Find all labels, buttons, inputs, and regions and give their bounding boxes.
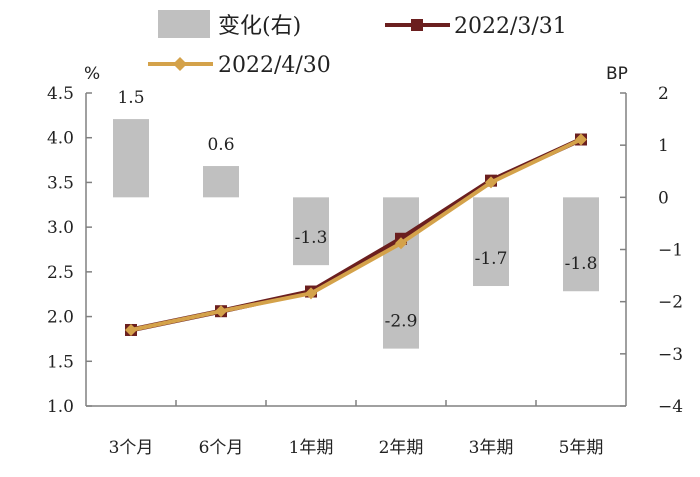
- left-tick-label: 3.0: [47, 218, 74, 238]
- left-tick-label: 3.5: [47, 173, 74, 193]
- bar-data-label: 0.6: [207, 135, 234, 155]
- legend-label-2022-3-31: 2022/3/31: [454, 14, 567, 39]
- point-2022-4-30: [485, 176, 497, 189]
- right-axis-ticks: 2 1 0 −1 −2 −3 −4: [620, 84, 683, 417]
- point-2022-4-30: [305, 287, 317, 300]
- bar-data-label: -1.7: [475, 249, 508, 269]
- left-tick-label: 1.5: [47, 352, 74, 372]
- left-axis-ticks: 1.0 1.5 2.0 2.5 3.0 3.5 4.0 4.5: [47, 84, 92, 417]
- left-tick-label: 4.0: [47, 129, 74, 149]
- right-tick-label: 1: [658, 136, 669, 156]
- category-label: 2年期: [379, 438, 424, 458]
- point-2022-4-30: [125, 323, 137, 336]
- legend-swatch-bar-change: [158, 10, 210, 38]
- point-2022-4-30: [215, 305, 227, 318]
- legend-marker-2022-3-31: [411, 19, 423, 31]
- bar-change-6: [563, 197, 599, 292]
- left-axis-unit: %: [84, 64, 100, 84]
- bar-change-1: [113, 119, 149, 198]
- right-tick-label: 2: [658, 84, 669, 104]
- category-label: 3年期: [469, 438, 514, 458]
- bar-change-2: [203, 166, 239, 198]
- category-label: 1年期: [289, 438, 334, 458]
- legend-marker-2022-4-30: [173, 57, 187, 71]
- point-2022-4-30: [395, 237, 407, 250]
- right-tick-label: −2: [658, 293, 683, 313]
- bar-data-label: -1.3: [295, 228, 328, 248]
- bar-data-label: -1.8: [565, 254, 598, 274]
- category-label: 6个月: [199, 438, 244, 458]
- bar-change-5: [473, 197, 509, 287]
- bar-data-label: 1.5: [117, 88, 144, 108]
- legend: 变化(右) 2022/3/31 2022/4/30: [148, 10, 567, 78]
- point-2022-4-30: [575, 133, 587, 146]
- left-tick-label: 2.5: [47, 263, 74, 283]
- right-tick-label: −4: [658, 397, 683, 417]
- right-tick-label: −3: [658, 345, 683, 365]
- x-axis-ticks: [175, 400, 537, 406]
- line-series: [125, 133, 587, 336]
- line-series-2: [130, 137, 582, 332]
- bar-data-labels: 1.5 0.6 -1.3 -2.9 -1.7 -1.8: [117, 88, 597, 332]
- bar-data-label: -2.9: [385, 312, 418, 332]
- category-labels: 3个月 6个月 1年期 2年期 3年期 5年期: [109, 438, 604, 458]
- left-tick-label: 1.0: [47, 397, 74, 417]
- right-axis-unit: BP: [606, 64, 628, 84]
- bar-change-3: [293, 197, 329, 266]
- left-tick-label: 2.0: [47, 308, 74, 328]
- left-tick-label: 4.5: [47, 84, 74, 104]
- bar-series: [113, 119, 599, 349]
- category-label: 5年期: [559, 438, 604, 458]
- category-label: 3个月: [109, 438, 154, 458]
- legend-label-2022-4-30: 2022/4/30: [218, 53, 331, 78]
- legend-label-bar-change: 变化(右): [218, 14, 301, 39]
- line-series-1: [130, 137, 583, 333]
- right-tick-label: 0: [658, 188, 669, 208]
- bar-change-4: [383, 197, 419, 349]
- right-tick-label: −1: [658, 241, 683, 261]
